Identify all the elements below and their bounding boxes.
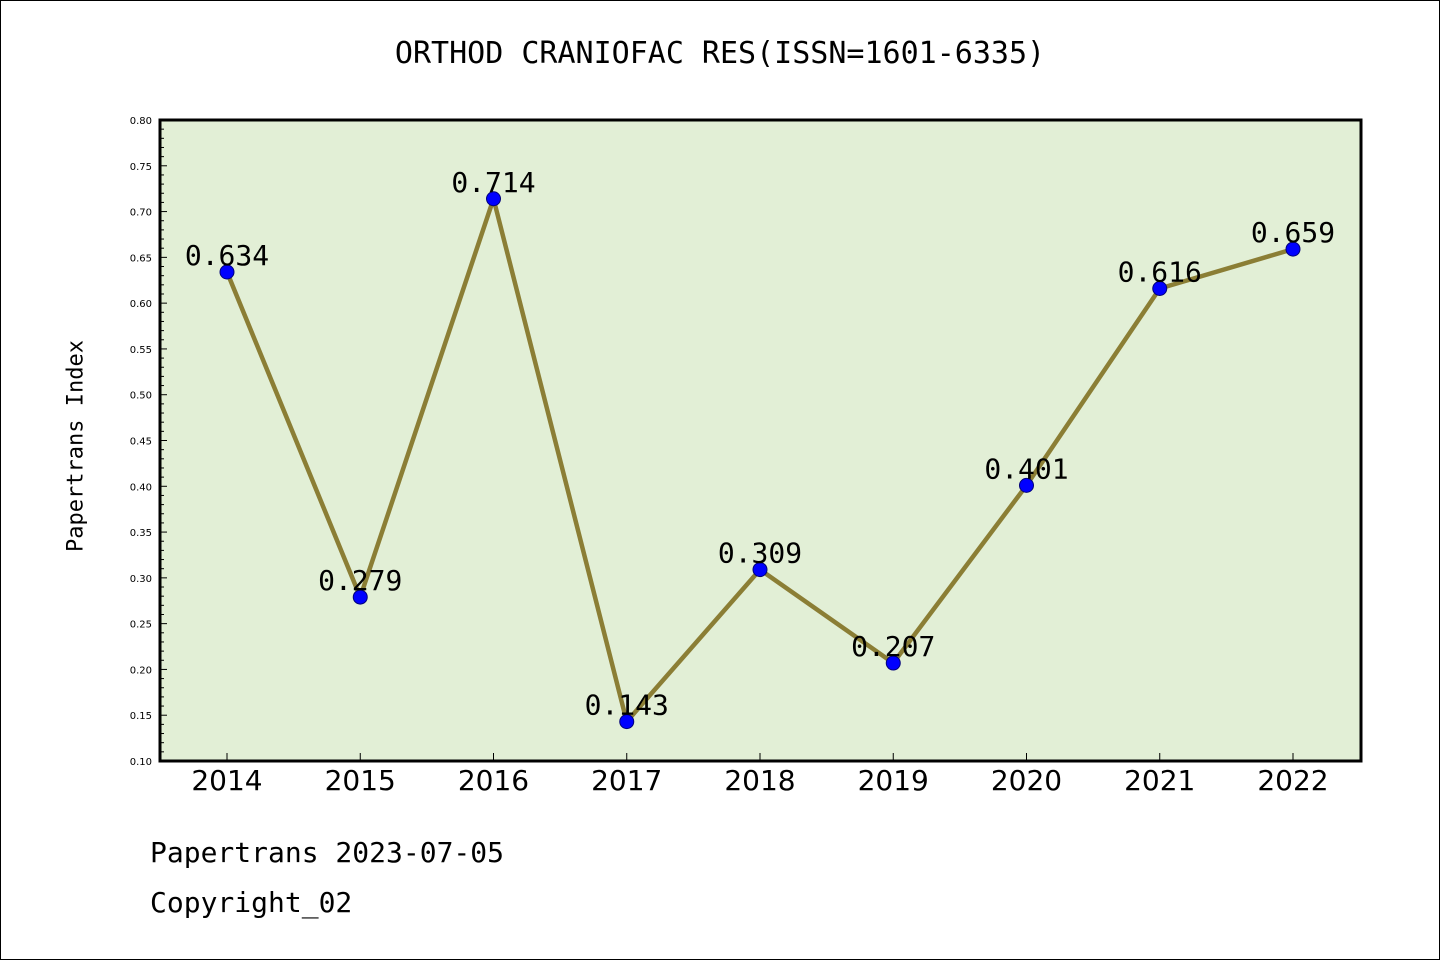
data-label: 0.616 xyxy=(1118,255,1202,288)
x-axis-ticks: 2014 2015 2016 2017 2018 2019 2020 2021 2022 xyxy=(191,753,1329,797)
data-label: 0.714 xyxy=(451,166,535,199)
plot-area xyxy=(160,120,1361,761)
y-tick-label: 0.25 xyxy=(130,620,152,631)
copyright-text: Copyright_02 xyxy=(150,886,353,919)
data-point xyxy=(1152,280,1168,296)
data-point xyxy=(1285,241,1301,257)
y-tick-label: 0.30 xyxy=(130,574,152,585)
data-label: 0.279 xyxy=(318,564,402,597)
chart-title: ORTHOD CRANIOFAC RES(ISSN=1601-6335) xyxy=(394,36,1046,71)
x-tick-label: 2020 xyxy=(991,764,1062,797)
data-point xyxy=(752,562,768,578)
data-point xyxy=(486,191,501,207)
y-tick-label: 0.50 xyxy=(130,391,152,402)
y-tick-label: 0.55 xyxy=(130,345,152,356)
data-point xyxy=(352,589,368,605)
x-tick-label: 2019 xyxy=(858,764,929,797)
y-tick-label: 0.80 xyxy=(130,116,152,127)
y-tick-label: 0.60 xyxy=(130,299,152,310)
y-tick-label: 0.20 xyxy=(130,665,152,676)
y-tick-label: 0.65 xyxy=(130,253,152,264)
data-label: 0.309 xyxy=(718,537,802,570)
y-tick-label: 0.40 xyxy=(130,482,152,493)
x-tick-label: 2017 xyxy=(591,764,662,797)
data-label: 0.207 xyxy=(851,630,935,663)
x-tick-label: 2022 xyxy=(1257,764,1328,797)
data-point xyxy=(1019,477,1034,493)
data-markers xyxy=(219,191,1301,730)
y-tick-label: 0.10 xyxy=(130,757,152,768)
data-point xyxy=(619,714,635,730)
data-label: 0.401 xyxy=(984,452,1068,485)
y-tick-label: 0.35 xyxy=(130,528,152,539)
y-tick-label: 0.45 xyxy=(130,437,152,448)
data-label: 0.659 xyxy=(1251,216,1335,249)
data-label: 0.634 xyxy=(185,239,269,272)
y-tick-label: 0.75 xyxy=(130,162,152,173)
x-tick-label: 2018 xyxy=(724,764,795,797)
plot-border xyxy=(158,118,1363,763)
x-tick-label: 2015 xyxy=(325,764,396,797)
data-point xyxy=(885,655,901,671)
x-tick-label: 2014 xyxy=(191,764,262,797)
data-point xyxy=(219,264,235,280)
x-tick-label: 2021 xyxy=(1124,764,1195,797)
data-labels: 0.634 0.279 0.714 0.143 0.309 0.207 0.401 0.616… xyxy=(185,166,1335,722)
data-label: 0.143 xyxy=(585,689,669,722)
source-date-text: Papertrans 2023-07-05 xyxy=(150,836,505,869)
x-tick-label: 2016 xyxy=(458,764,529,797)
y-tick-label: 0.15 xyxy=(130,711,152,722)
y-tick-label: 0.70 xyxy=(130,208,152,219)
